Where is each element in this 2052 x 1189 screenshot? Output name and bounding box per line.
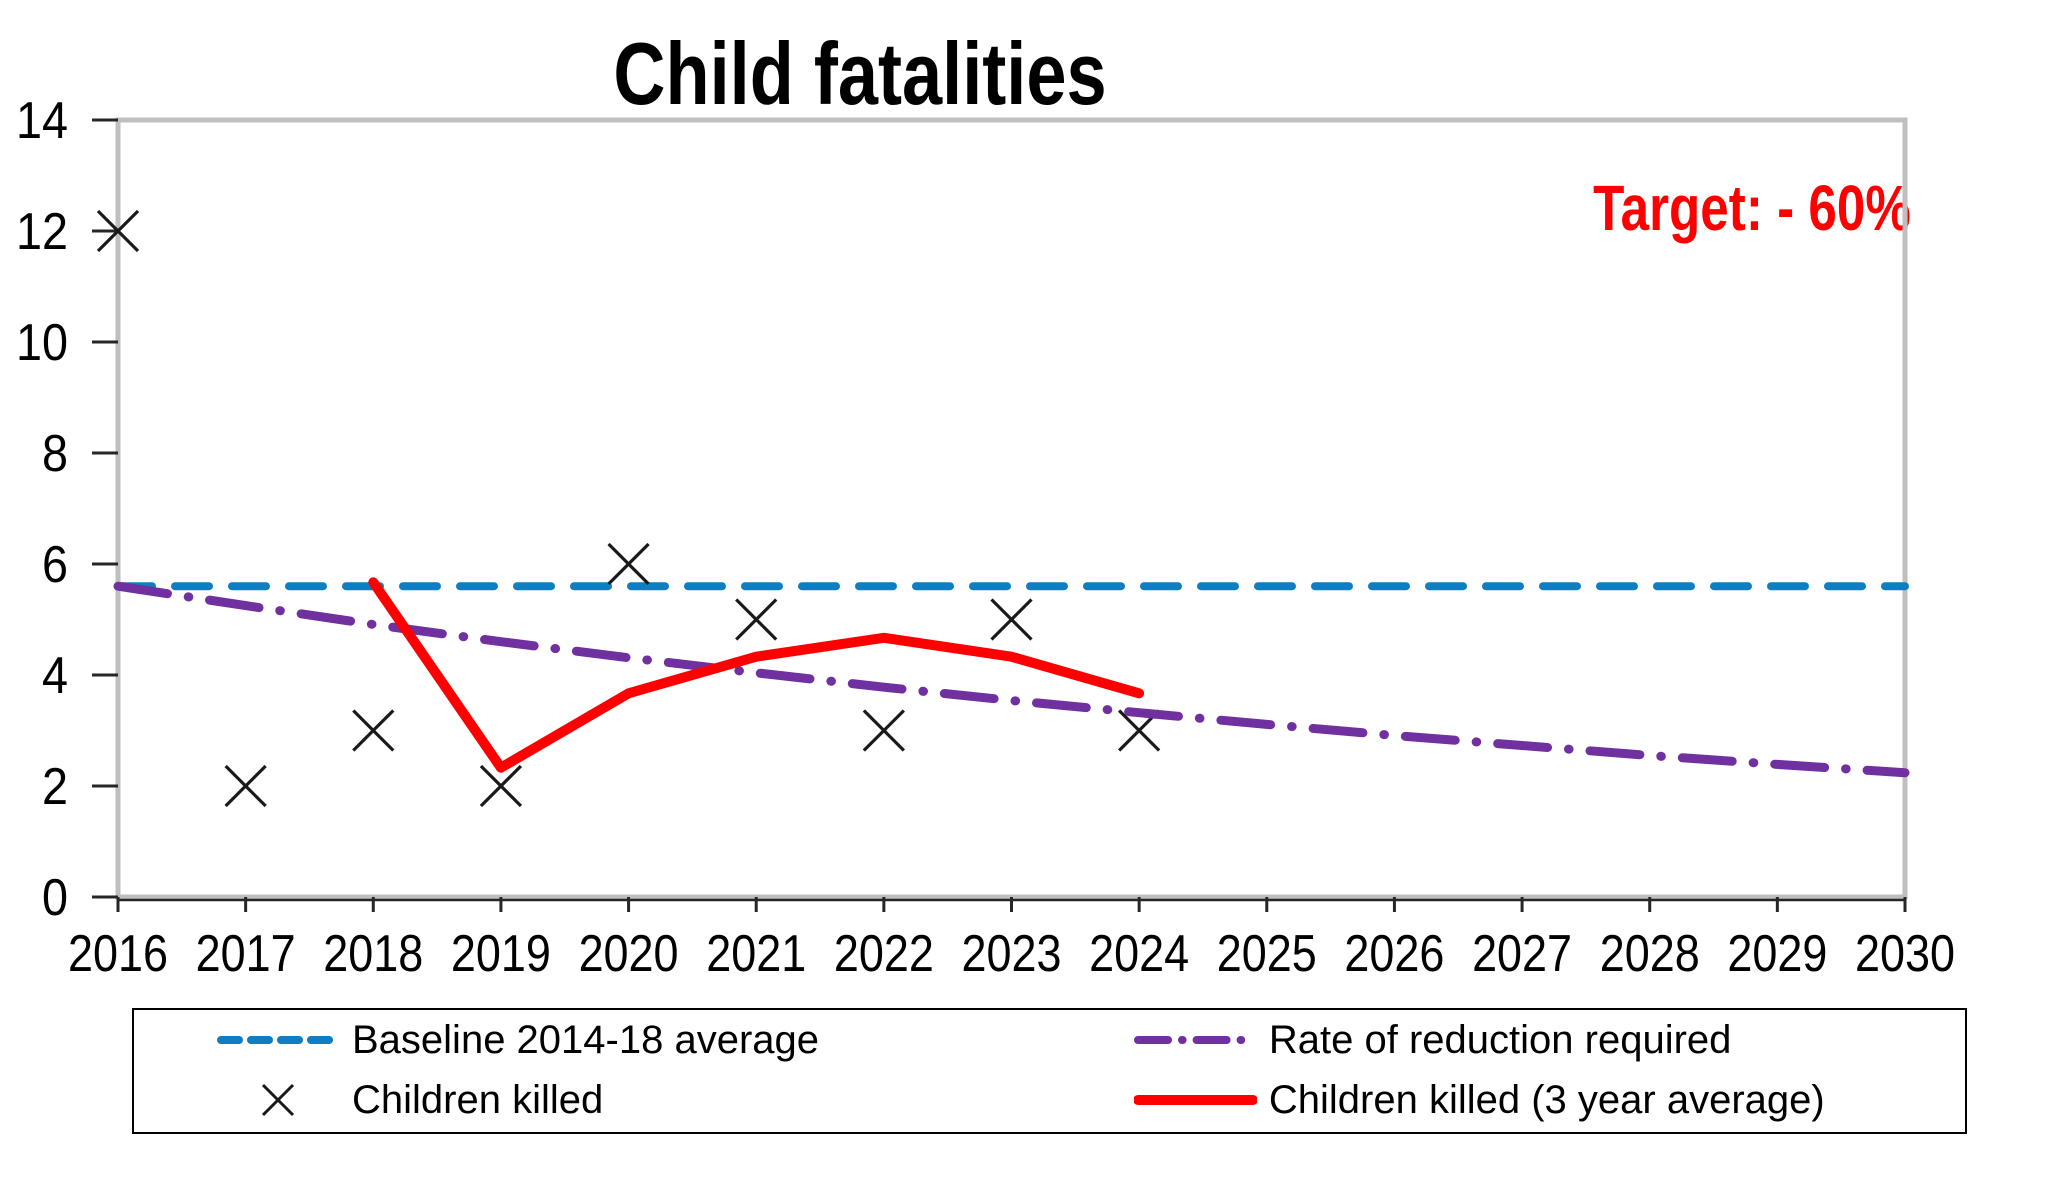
svg-text:2024: 2024 bbox=[1089, 925, 1189, 983]
svg-text:12: 12 bbox=[16, 203, 68, 261]
legend-label-reduction-rate: Rate of reduction required bbox=[1268, 1017, 1732, 1062]
svg-text:2025: 2025 bbox=[1217, 925, 1317, 983]
svg-text:10: 10 bbox=[16, 314, 68, 372]
legend-item-three-year-average: Children killed (3 year average) bbox=[1132, 1078, 1965, 1123]
legend-item-children-killed: Children killed bbox=[134, 1078, 1132, 1123]
target-annotation: Target: - 60% bbox=[1593, 172, 1911, 244]
legend: Baseline 2014-18 average Rate of reducti… bbox=[132, 1008, 1967, 1134]
legend-item-baseline: Baseline 2014-18 average bbox=[134, 1018, 1132, 1063]
svg-text:8: 8 bbox=[42, 425, 68, 483]
x-marker-sample bbox=[217, 1078, 340, 1122]
svg-text:2018: 2018 bbox=[323, 925, 423, 983]
baseline-dashed-line-sample bbox=[217, 1018, 340, 1062]
svg-text:4: 4 bbox=[42, 647, 68, 705]
legend-label-three-year-average: Children killed (3 year average) bbox=[1268, 1077, 1825, 1122]
svg-text:2030: 2030 bbox=[1855, 925, 1955, 983]
svg-text:2028: 2028 bbox=[1600, 925, 1700, 983]
svg-text:2017: 2017 bbox=[196, 925, 296, 983]
svg-text:2019: 2019 bbox=[451, 925, 551, 983]
svg-text:2023: 2023 bbox=[962, 925, 1062, 983]
svg-text:2020: 2020 bbox=[579, 925, 679, 983]
legend-item-reduction-rate: Rate of reduction required bbox=[1132, 1018, 1965, 1063]
svg-text:0: 0 bbox=[42, 869, 68, 927]
legend-label-baseline: Baseline 2014-18 average bbox=[352, 1017, 820, 1062]
svg-text:2022: 2022 bbox=[834, 925, 934, 983]
svg-text:2: 2 bbox=[42, 758, 68, 816]
svg-text:2029: 2029 bbox=[1727, 925, 1827, 983]
svg-text:2026: 2026 bbox=[1344, 925, 1444, 983]
svg-text:14: 14 bbox=[16, 92, 68, 150]
legend-label-children-killed: Children killed bbox=[352, 1077, 604, 1122]
svg-text:2021: 2021 bbox=[706, 925, 806, 983]
svg-text:6: 6 bbox=[42, 536, 68, 594]
svg-text:2016: 2016 bbox=[68, 925, 168, 983]
average-solid-line-sample bbox=[1132, 1078, 1258, 1122]
reduction-dashdot-line-sample bbox=[1133, 1018, 1257, 1062]
chart-title: Child fatalities bbox=[613, 24, 1107, 123]
svg-text:2027: 2027 bbox=[1472, 925, 1572, 983]
